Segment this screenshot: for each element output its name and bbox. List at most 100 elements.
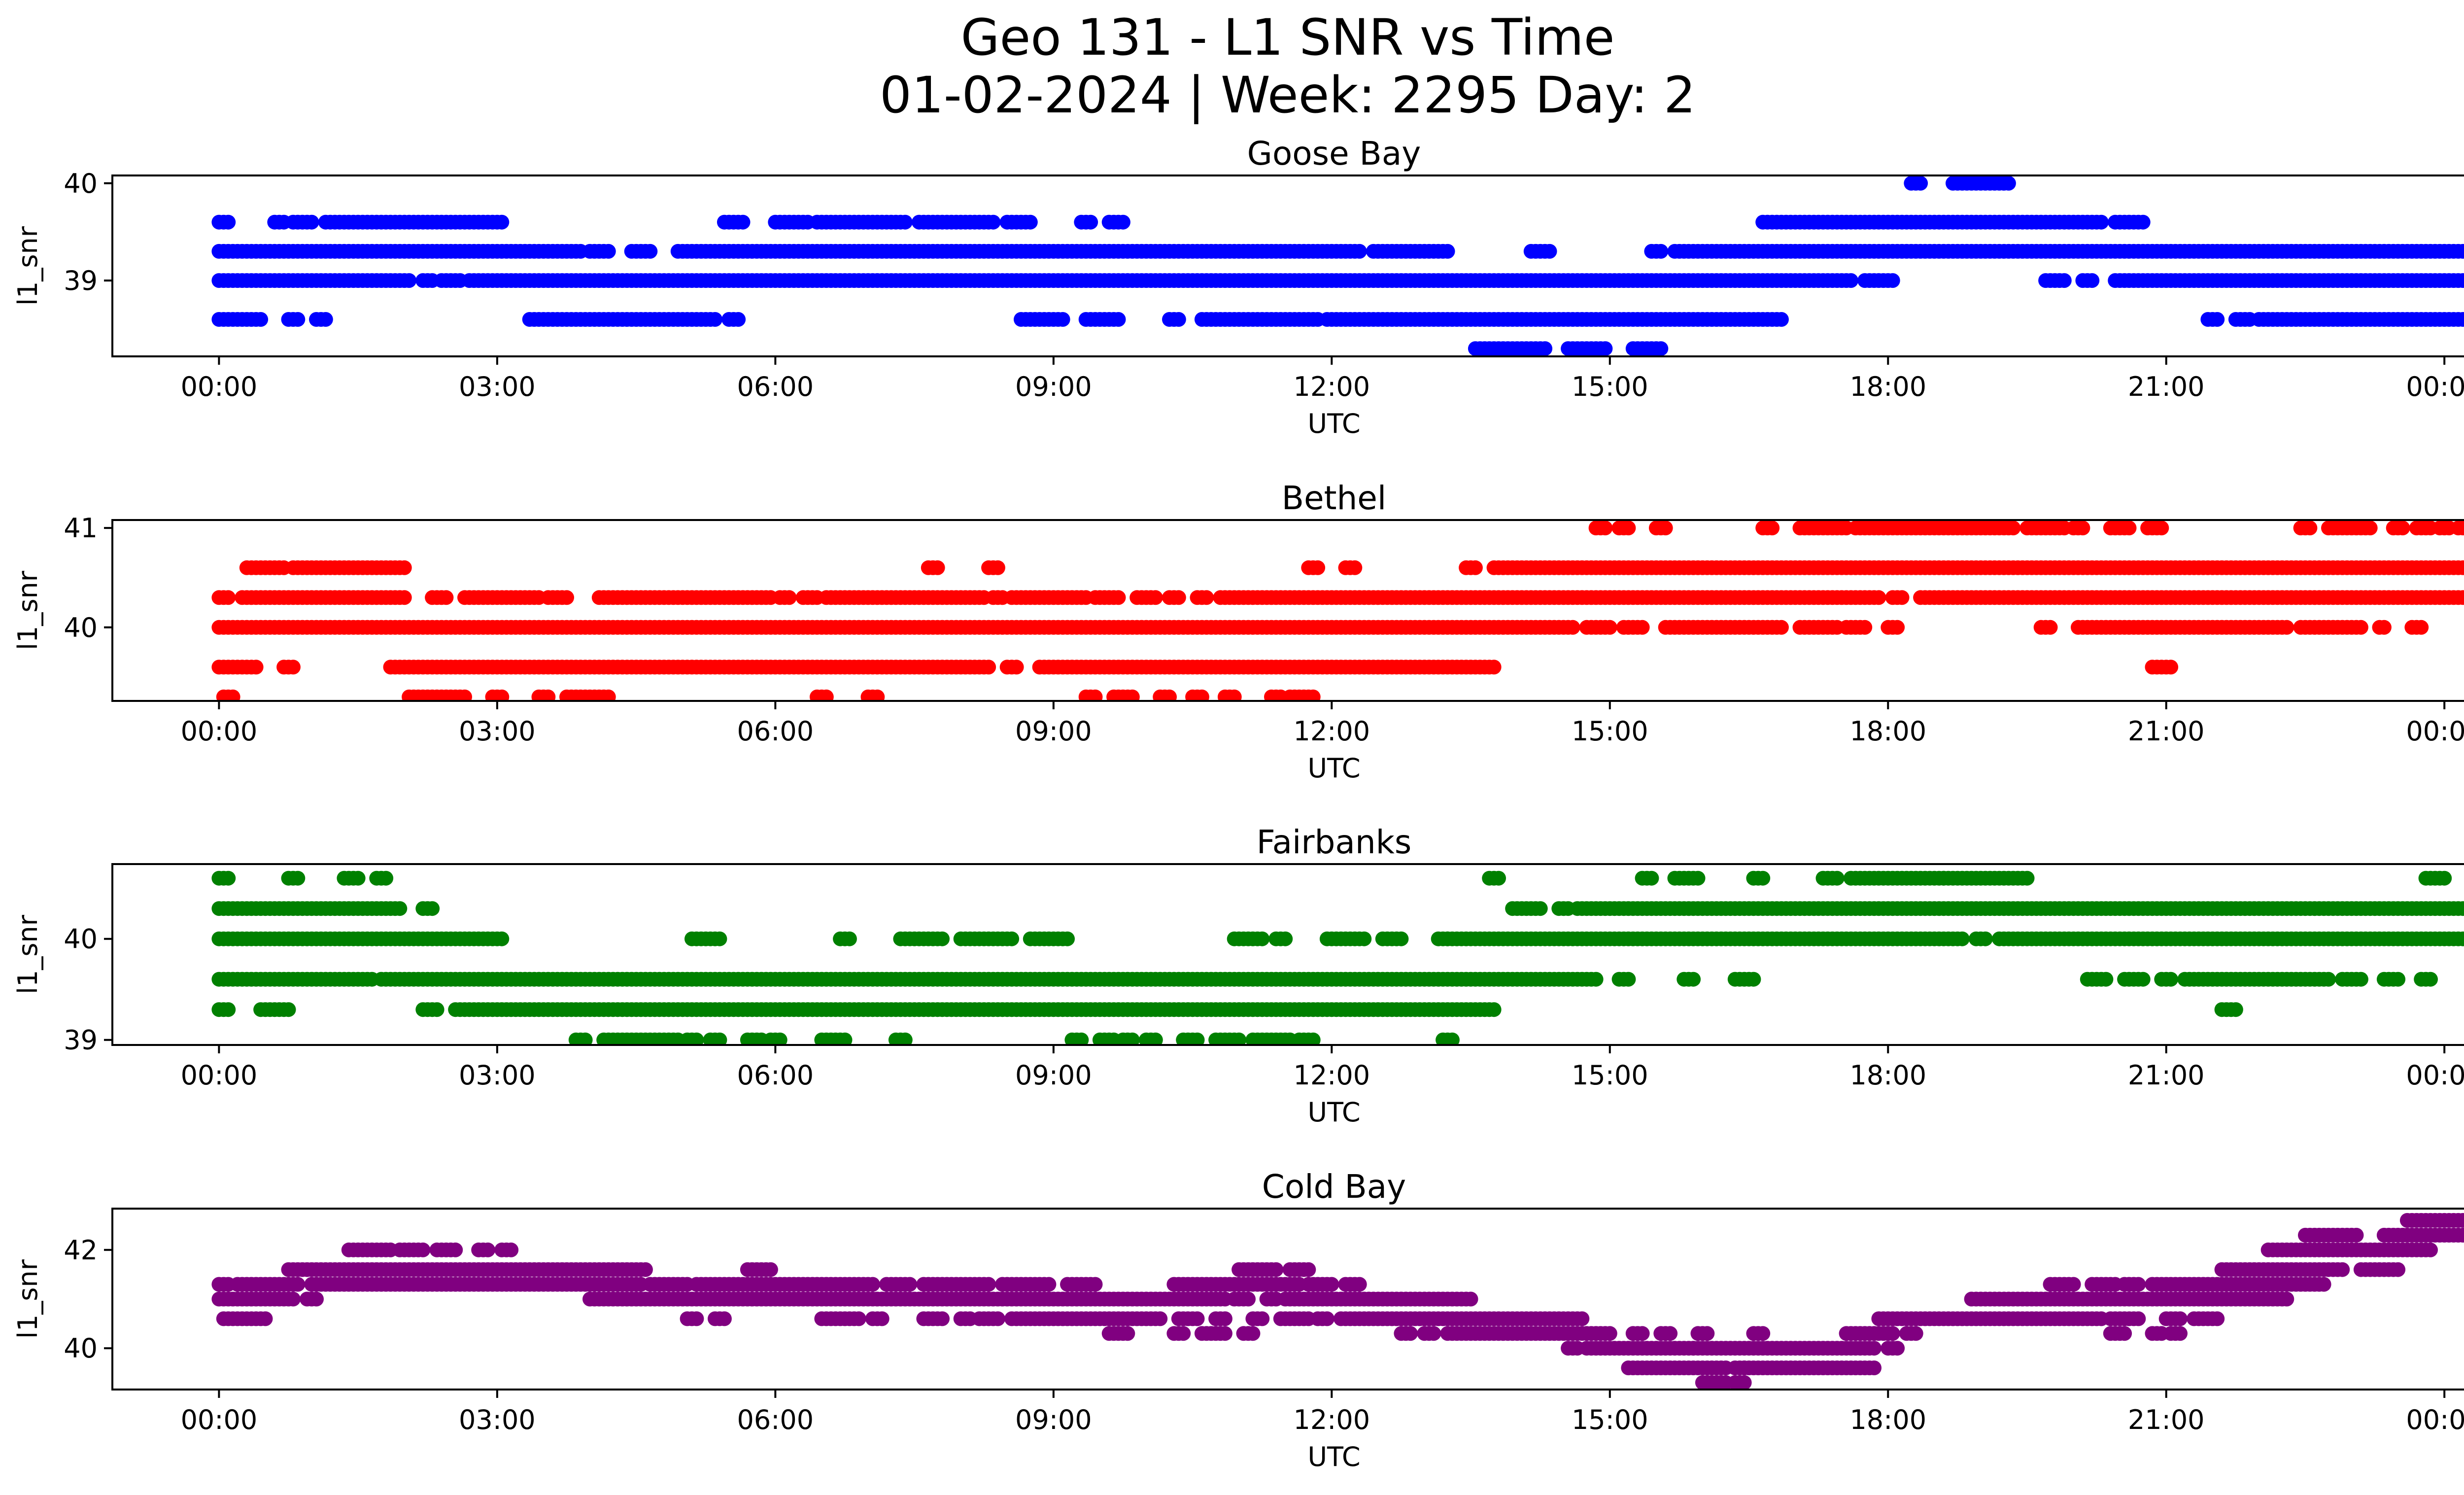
data-point <box>578 1032 593 1045</box>
y-tick-label: 40 <box>64 612 98 643</box>
data-point <box>2019 870 2035 886</box>
scatter-series <box>211 1213 2464 1390</box>
data-point <box>318 312 333 327</box>
data-point <box>1310 560 1326 575</box>
x-tick-label: 12:00 <box>1293 1060 1370 1091</box>
data-point <box>1023 214 1038 230</box>
x-tick-label: 15:00 <box>1572 371 1648 402</box>
data-point <box>1658 521 1673 536</box>
scatter-series <box>211 175 2464 356</box>
data-point <box>448 1242 463 1257</box>
data-point <box>1857 620 1873 635</box>
data-point <box>819 689 834 701</box>
data-point <box>837 1032 853 1045</box>
data-point <box>708 312 722 327</box>
x-tick-label: 06:00 <box>737 371 814 402</box>
x-tick-label: 00:00 <box>2406 716 2464 747</box>
data-point <box>1352 243 1367 259</box>
data-point <box>2423 972 2438 987</box>
x-axis-label: UTC <box>1307 753 1360 784</box>
data-point <box>870 689 885 701</box>
figure-title: Geo 131 - L1 SNR vs Time 01-02-2024 | We… <box>0 9 2464 124</box>
data-point <box>1635 620 1650 635</box>
data-point <box>1598 521 1613 536</box>
data-point <box>1755 870 1771 886</box>
x-tick-label: 00:00 <box>2406 371 2464 402</box>
data-point <box>1194 689 1209 701</box>
data-point <box>2460 561 2464 574</box>
x-tick-label: 15:00 <box>1572 1060 1648 1091</box>
data-point <box>2135 972 2151 987</box>
data-point <box>2163 972 2179 987</box>
data-point <box>1171 312 1186 327</box>
y-axis-label: l1_snr <box>12 570 43 650</box>
data-point <box>2075 521 2090 536</box>
data-point <box>290 1277 306 1292</box>
data-point <box>2006 521 2021 536</box>
data-point <box>842 931 857 946</box>
data-point <box>225 689 240 701</box>
data-point <box>1686 972 1701 987</box>
data-point <box>1538 341 1553 356</box>
y-axis-label: l1_snr <box>12 914 43 994</box>
data-point <box>897 1032 913 1045</box>
data-point <box>1255 931 1270 946</box>
data-point <box>504 1242 519 1257</box>
data-point <box>1111 590 1126 605</box>
x-tick-label: 03:00 <box>459 371 536 402</box>
data-point <box>2056 273 2072 288</box>
data-point <box>1653 341 1669 356</box>
subplot-title: Bethel <box>1282 479 1387 517</box>
data-point <box>1621 972 1636 987</box>
data-point <box>439 590 454 605</box>
data-point <box>1278 931 1293 946</box>
data-point <box>1125 1032 1140 1045</box>
data-point <box>986 214 1001 230</box>
axes-frame <box>111 863 2464 1046</box>
data-point <box>2423 1242 2438 1257</box>
data-point <box>935 931 950 946</box>
data-point <box>2460 591 2464 604</box>
data-point <box>1468 560 1483 575</box>
data-point <box>2066 1277 2081 1292</box>
data-point <box>601 689 616 701</box>
data-point <box>1774 620 1789 635</box>
data-point <box>1074 1032 1089 1045</box>
data-point <box>981 1277 996 1292</box>
data-point <box>782 590 797 605</box>
data-point <box>865 1277 880 1292</box>
data-point <box>1491 870 1506 886</box>
data-point <box>689 1032 704 1045</box>
data-point <box>1324 1277 1339 1292</box>
data-point <box>1083 214 1098 230</box>
data-point <box>285 660 301 675</box>
data-point <box>1913 175 1928 191</box>
x-tick-label: 00:00 <box>181 371 258 402</box>
data-point <box>1041 1277 1057 1292</box>
data-point <box>2279 620 2294 635</box>
data-point <box>1305 1032 1321 1045</box>
data-point <box>2122 521 2137 536</box>
data-point <box>1301 1262 1316 1277</box>
data-point <box>2154 521 2169 536</box>
data-point <box>712 1032 727 1045</box>
data-point <box>1894 590 1910 605</box>
data-point <box>1004 931 1020 946</box>
x-tick-label: 21:00 <box>2128 1060 2205 1091</box>
data-point <box>1199 590 1214 605</box>
data-point <box>350 870 366 886</box>
data-point <box>2460 1214 2464 1227</box>
axes-frame <box>111 174 2464 357</box>
data-point <box>1598 341 1613 356</box>
data-point <box>2362 521 2378 536</box>
x-tick-label: 09:00 <box>1015 1060 1092 1091</box>
x-tick-label: 03:00 <box>459 1060 536 1091</box>
x-axis-label: UTC <box>1307 1097 1360 1128</box>
data-point <box>902 1277 918 1292</box>
x-tick-label: 12:00 <box>1293 371 1370 402</box>
